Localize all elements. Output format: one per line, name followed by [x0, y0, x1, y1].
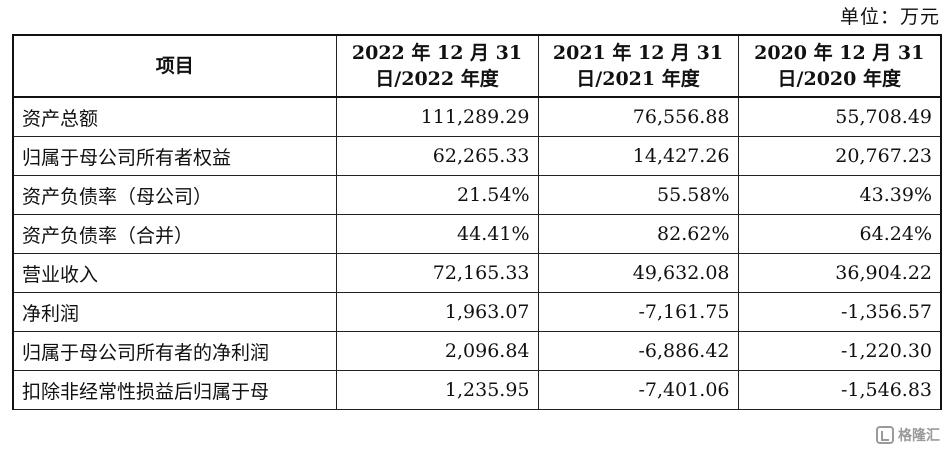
header-2022-line2: 日/2022 年度	[375, 68, 499, 90]
header-2021-line2: 日/2021 年度	[576, 68, 700, 90]
cell-2022: 2,096.84	[335, 331, 539, 371]
table-row: 资产总额 111,289.29 76,556.88 55,708.49	[12, 96, 942, 137]
table-row: 营业收入 72,165.33 49,632.08 36,904.22	[12, 253, 942, 293]
header-2020-line2: 日/2020 年度	[777, 68, 901, 90]
unit-label: 单位：万元	[839, 6, 940, 28]
row-label: 扣除非经常性损益后归属于母	[12, 370, 337, 410]
cell-2021: -7,161.75	[537, 292, 739, 332]
table-header-row: 项目 2022 年 12 月 31 日/2022 年度 2021 年 12 月 …	[12, 34, 942, 98]
cell-2020: -1,356.57	[737, 292, 942, 332]
cell-2022: 1,235.95	[335, 370, 539, 410]
row-label: 资产总额	[12, 96, 337, 137]
financial-table: 项目 2022 年 12 月 31 日/2022 年度 2021 年 12 月 …	[12, 34, 942, 410]
watermark-logo-icon	[876, 426, 894, 444]
row-label: 营业收入	[12, 253, 337, 293]
cell-2022: 62,265.33	[335, 136, 539, 176]
cell-2021: 14,427.26	[537, 136, 739, 176]
watermark-text: 格隆汇	[898, 428, 940, 444]
table-row: 资产负债率（母公司） 21.54% 55.58% 43.39%	[12, 175, 942, 215]
row-label: 资产负债率（合并）	[12, 214, 337, 254]
cell-2022: 21.54%	[335, 175, 539, 215]
cell-2022: 44.41%	[335, 214, 539, 254]
cell-2021: 76,556.88	[537, 96, 739, 137]
cell-2022: 1,963.07	[335, 292, 539, 332]
header-2022-line1: 2022 年 12 月 31	[351, 42, 523, 64]
row-label: 净利润	[12, 292, 337, 332]
cell-2021: -6,886.42	[537, 331, 739, 371]
cell-2020: 36,904.22	[737, 253, 942, 293]
header-item: 项目	[12, 34, 337, 98]
cell-2020: 64.24%	[737, 214, 942, 254]
row-label: 资产负债率（母公司）	[12, 175, 337, 215]
cell-2022: 72,165.33	[335, 253, 539, 293]
row-label: 归属于母公司所有者权益	[12, 136, 337, 176]
watermark: 格隆汇	[876, 425, 940, 445]
table-row: 扣除非经常性损益后归属于母 1,235.95 -7,401.06 -1,546.…	[12, 370, 942, 410]
table-row: 归属于母公司所有者的净利润 2,096.84 -6,886.42 -1,220.…	[12, 331, 942, 371]
table-row: 归属于母公司所有者权益 62,265.33 14,427.26 20,767.2…	[12, 136, 942, 176]
cell-2021: 55.58%	[537, 175, 739, 215]
cell-2020: 20,767.23	[737, 136, 942, 176]
table-row: 净利润 1,963.07 -7,161.75 -1,356.57	[12, 292, 942, 332]
header-item-label: 项目	[155, 55, 194, 77]
cell-2022: 111,289.29	[335, 96, 539, 137]
cell-2021: -7,401.06	[537, 370, 739, 410]
cell-2020: 43.39%	[737, 175, 942, 215]
cell-2020: 55,708.49	[737, 96, 942, 137]
cell-2020: -1,546.83	[737, 370, 942, 410]
table-row: 资产负债率（合并） 44.41% 82.62% 64.24%	[12, 214, 942, 254]
header-2021-line1: 2021 年 12 月 31	[552, 42, 724, 64]
row-label: 归属于母公司所有者的净利润	[12, 331, 337, 371]
header-2020-line1: 2020 年 12 月 31	[754, 42, 925, 64]
header-2022: 2022 年 12 月 31 日/2022 年度	[335, 34, 539, 98]
header-2020: 2020 年 12 月 31 日/2020 年度	[737, 34, 942, 98]
cell-2020: -1,220.30	[737, 331, 942, 371]
cell-2021: 49,632.08	[537, 253, 739, 293]
header-2021: 2021 年 12 月 31 日/2021 年度	[537, 34, 739, 98]
cell-2021: 82.62%	[537, 214, 739, 254]
